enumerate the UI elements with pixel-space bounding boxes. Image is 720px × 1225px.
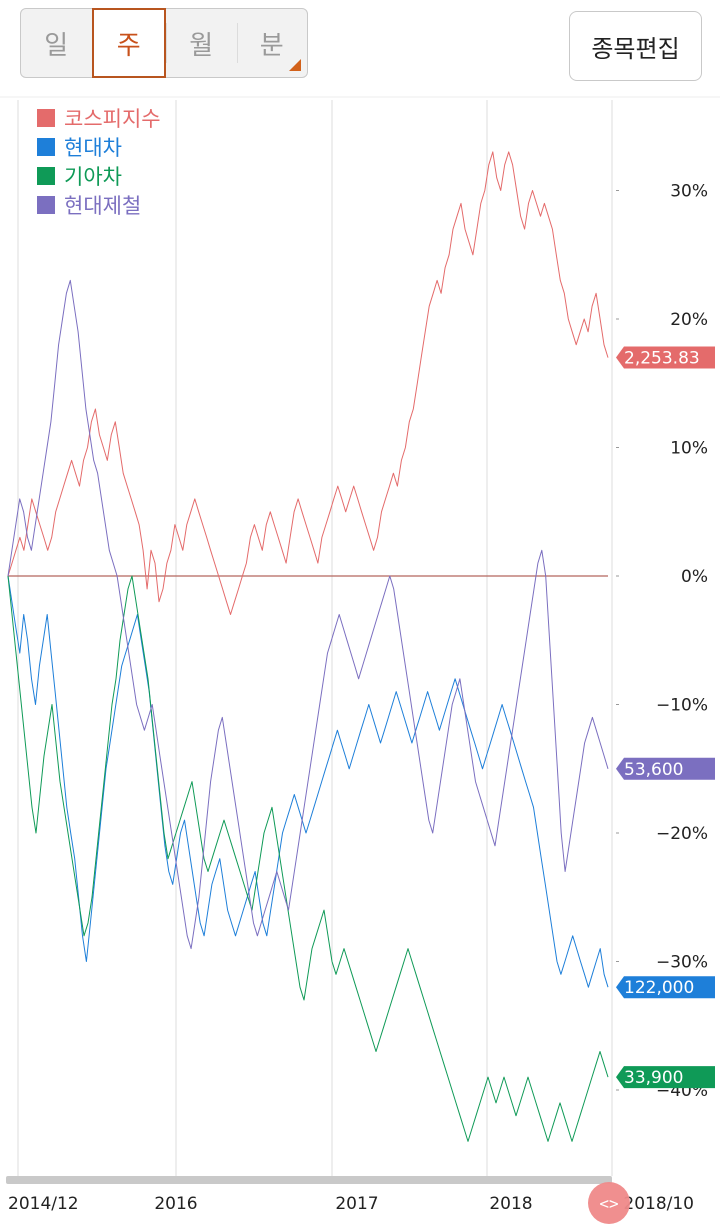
plot-area <box>4 96 612 1176</box>
legend-swatch-3 <box>37 196 55 214</box>
y-tick-label-4: −10% <box>656 696 708 716</box>
y-tick-label-1: 20% <box>670 310 708 330</box>
value-badge-label-2: 33,900 <box>624 1068 683 1088</box>
x-axis: 2014/12 2016 2017 2018 2018/10 <box>6 1176 694 1214</box>
legend-label-1: 현대차 <box>64 136 122 160</box>
series-line-3 <box>7 279 609 950</box>
legend-swatch-0 <box>37 109 55 127</box>
edit-stocks-button[interactable]: 종목편집 <box>569 11 702 81</box>
tab-month[interactable]: 월 <box>166 9 237 77</box>
value-badge-label-3: 53,600 <box>624 760 683 780</box>
legend-label-3: 현대제철 <box>64 194 141 218</box>
legend-swatch-1 <box>37 138 55 156</box>
tab-week-label: 주 <box>116 30 141 61</box>
dropdown-corner-icon <box>289 59 301 71</box>
y-tick-label-2: 10% <box>670 439 708 459</box>
tab-month-label: 월 <box>189 30 214 61</box>
legend-label-0: 코스피지수 <box>64 107 161 131</box>
legend-label-2: 기아차 <box>64 165 122 189</box>
x-tick-label-3: 2018 <box>489 1194 532 1214</box>
scroll-handle-icon[interactable]: <> <box>588 1182 630 1224</box>
chart-series <box>7 151 609 1142</box>
value-badge-1 <box>616 976 715 999</box>
tab-day[interactable]: 일 <box>21 9 92 77</box>
tab-week[interactable]: 주 <box>91 8 166 78</box>
value-badge-label-0: 2,253.83 <box>624 349 700 369</box>
value-badge-2 <box>616 1066 715 1089</box>
y-tick-label-3: 0% <box>681 567 708 587</box>
tab-day-label: 일 <box>44 30 69 61</box>
series-line-1 <box>7 575 609 988</box>
x-tick-label-2: 2017 <box>335 1194 378 1214</box>
x-tick-label-1: 2016 <box>154 1194 197 1214</box>
edit-stocks-label: 종목편집 <box>591 34 680 63</box>
comparison-line-chart[interactable]: 30%20%10%0%−10%−20%−30%−40% 2,253.83122,… <box>0 96 720 1225</box>
tab-minute[interactable]: 분 <box>236 9 308 77</box>
x-tick-label-4: 2018/10 <box>623 1194 694 1214</box>
series-line-0 <box>7 151 609 615</box>
period-selector: 일 주 월 분 <box>20 8 308 78</box>
series-line-2 <box>7 575 609 1142</box>
value-badge-3 <box>616 757 715 780</box>
y-axis: 30%20%10%0%−10%−20%−30%−40% <box>616 182 708 1101</box>
chart-grid <box>0 96 720 1176</box>
legend-swatch-2 <box>37 167 55 185</box>
x-tick-label-0: 2014/12 <box>8 1194 79 1214</box>
y-tick-label-5: −20% <box>656 824 708 844</box>
y-tick-label-6: −30% <box>656 953 708 973</box>
scroll-track <box>6 1176 612 1184</box>
value-badge-label-1: 122,000 <box>624 978 694 998</box>
last-value-badges: 2,253.83 122,000 33,900 53,600 <box>616 346 715 1089</box>
tab-minute-label: 분 <box>259 30 284 61</box>
value-badge-0 <box>616 346 715 369</box>
y-tick-label-0: 30% <box>670 182 708 202</box>
